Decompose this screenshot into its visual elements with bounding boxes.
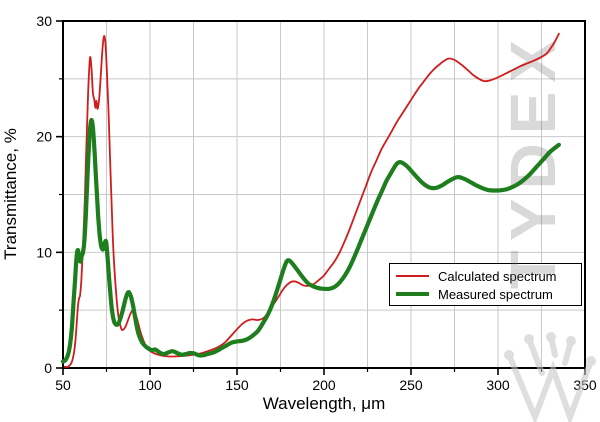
y-axis-label: Transmittance, %	[1, 128, 20, 260]
y-tick-label: 20	[36, 129, 52, 145]
x-tick-label: 150	[225, 377, 249, 393]
x-axis-label: Wavelength, μm	[262, 394, 386, 413]
y-tick-label: 0	[44, 360, 52, 376]
watermark-tydex-text: TYDEX	[497, 30, 569, 290]
x-tick-label: 200	[312, 377, 336, 393]
legend-line-sample	[396, 292, 429, 296]
y-tick-label: 30	[36, 13, 52, 29]
legend-line-sample	[396, 275, 429, 277]
y-tick-label: 10	[36, 244, 52, 260]
calculated-spectrum-line	[63, 32, 560, 368]
tydex-logo-icon	[504, 332, 596, 422]
x-tick-label: 250	[399, 377, 423, 393]
x-tick-label: 50	[55, 377, 71, 393]
measured-spectrum-line	[60, 118, 561, 364]
x-tick-label: 100	[138, 377, 162, 393]
